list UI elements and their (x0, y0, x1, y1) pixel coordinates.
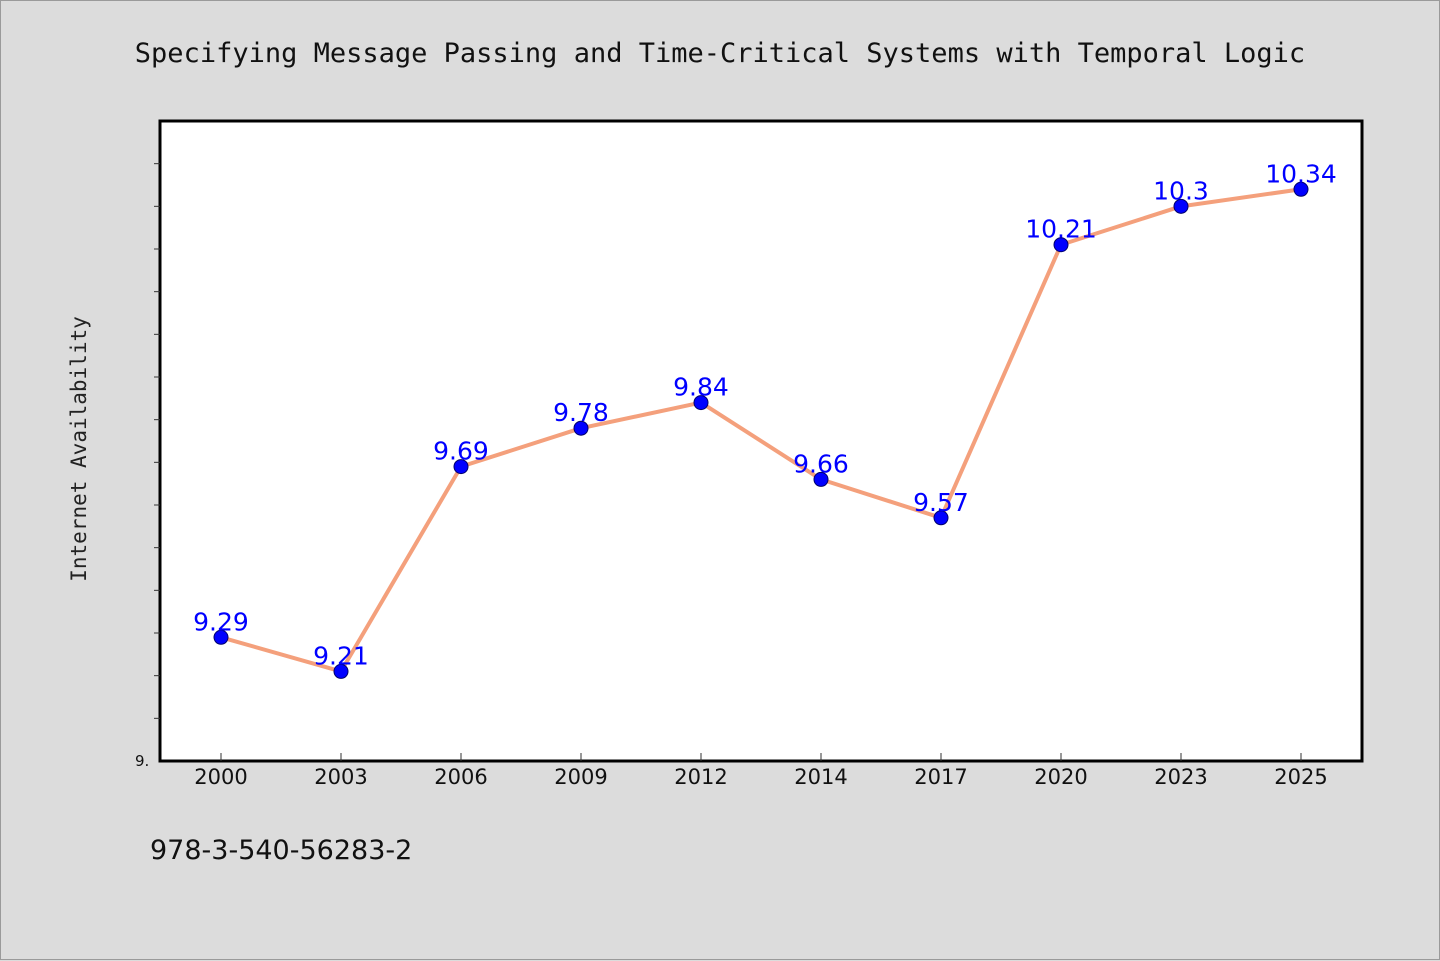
data-label: 9.66 (793, 449, 849, 478)
data-label: 9.69 (433, 437, 489, 466)
data-label: 10.21 (1025, 215, 1097, 244)
data-point (573, 420, 589, 436)
data-point (693, 395, 709, 411)
y-axis-label: Internet Availability (67, 316, 91, 582)
data-point (333, 663, 349, 679)
x-tick-label: 2012 (674, 765, 727, 789)
data-label: 10.3 (1153, 176, 1209, 205)
series-line (219, 187, 1303, 674)
x-axis: 2000 2003 2006 2009 2012 2014 2017 2020 2023 2025 (194, 753, 1328, 789)
x-tick-label: 2014 (794, 765, 847, 789)
data-point (933, 510, 949, 526)
chart-title: Specifying Message Passing and Time-Crit… (135, 38, 1305, 69)
data-point (213, 629, 229, 645)
data-label: 9.29 (193, 607, 249, 636)
data-label: 9.57 (913, 488, 969, 517)
data-point (453, 459, 469, 475)
y-tick-label: 9. (135, 752, 149, 770)
y-axis-ticks (154, 163, 160, 719)
data-point (813, 471, 829, 487)
data-point (1173, 198, 1189, 214)
x-tick-label: 2025 (1274, 765, 1327, 789)
data-point (1293, 181, 1309, 197)
data-label: 10.34 (1265, 159, 1337, 188)
x-tick-label: 2003 (314, 765, 367, 789)
x-tick-label: 2017 (914, 765, 967, 789)
series-group: 9.29 9.21 9.69 9.78 9.84 9.66 9.57 10.21 10.3 10.… (193, 159, 1337, 679)
isbn-text: 978-3-540-56283-2 (150, 835, 413, 866)
x-tick-label: 2009 (554, 765, 607, 789)
data-label: 9.21 (313, 641, 369, 670)
x-tick-label: 2000 (194, 765, 247, 789)
data-label: 9.84 (673, 373, 729, 402)
data-point (1053, 237, 1069, 253)
data-label: 9.78 (553, 398, 609, 427)
x-tick-label: 2020 (1034, 765, 1087, 789)
x-tick-label: 2023 (1154, 765, 1207, 789)
x-tick-label: 2006 (434, 765, 487, 789)
